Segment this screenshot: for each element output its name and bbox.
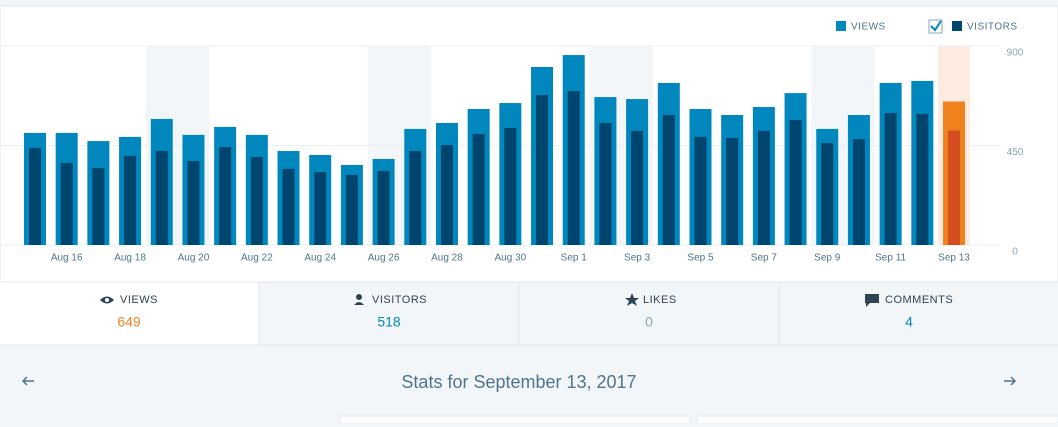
bar: [757, 130, 770, 245]
x-tick-label: Aug 22: [241, 253, 273, 264]
x-tick-label: Sep 9: [814, 253, 841, 264]
bar: [472, 134, 485, 245]
bar: [536, 95, 549, 245]
bar: [694, 136, 707, 245]
tab-label: VISITORS: [372, 294, 427, 306]
bar: [662, 114, 675, 245]
legend-swatch: [952, 21, 962, 31]
tab-value: 0: [645, 314, 653, 330]
bar: [916, 113, 929, 246]
x-tick-label: Sep 3: [624, 253, 651, 264]
x-tick-label: Aug 16: [51, 253, 83, 264]
bar: [282, 168, 295, 245]
bar: [948, 130, 961, 245]
x-tick-label: Sep 1: [561, 253, 588, 264]
prev-arrow[interactable]: [21, 376, 34, 386]
legend-label: VISITORS: [967, 22, 1018, 33]
tab-selected-bg: [0, 282, 259, 345]
tab-label: LIKES: [643, 294, 677, 306]
bar: [504, 128, 517, 245]
person-icon: [356, 294, 362, 300]
bar: [314, 172, 327, 245]
bar: [789, 120, 802, 245]
bar: [60, 162, 73, 245]
bar: [29, 147, 41, 245]
tab-value: 4: [905, 314, 913, 330]
bar: [124, 155, 137, 245]
bar: [219, 147, 232, 245]
tab-label: COMMENTS: [885, 294, 953, 306]
checkmark: [930, 20, 942, 32]
eye-pupil: [105, 298, 109, 302]
y-tick-label: 450: [1007, 147, 1024, 158]
card-edge: [696, 415, 1058, 427]
next-arrow[interactable]: [1004, 376, 1017, 386]
x-tick-label: Aug 30: [494, 253, 526, 264]
bar: [852, 139, 865, 245]
y-tick-label: 0: [1012, 247, 1018, 258]
bar: [599, 122, 612, 245]
bar: [567, 91, 580, 246]
bar: [92, 168, 105, 245]
bar: [187, 160, 200, 245]
x-tick-label: Aug 20: [178, 253, 210, 264]
x-tick-label: Sep 13: [938, 253, 970, 264]
tab[interactable]: LIKES 0: [625, 293, 677, 330]
bar: [155, 151, 168, 245]
stats-date-title: Stats for September 13, 2017: [401, 372, 636, 392]
y-tick-label: 900: [1007, 48, 1024, 59]
tab-value: 518: [377, 314, 401, 330]
card-edge: [339, 415, 691, 427]
bar: [821, 143, 834, 245]
x-tick-label: Sep 7: [751, 253, 778, 264]
bar: [884, 112, 897, 245]
star-icon: [625, 293, 639, 306]
bar: [345, 174, 358, 245]
tab-label: VIEWS: [120, 294, 158, 306]
tab-bg: [259, 282, 1058, 345]
tab-value: 649: [117, 314, 141, 330]
bar: [250, 156, 263, 245]
x-tick-label: Aug 24: [304, 253, 336, 264]
x-tick-label: Sep 11: [875, 253, 906, 264]
x-tick-label: Aug 26: [368, 253, 400, 264]
x-tick-label: Aug 18: [114, 253, 146, 264]
tab[interactable]: VIEWS 649: [100, 294, 158, 330]
x-tick-label: Sep 5: [687, 253, 714, 264]
bar: [631, 130, 644, 245]
bar: [440, 145, 453, 245]
tab[interactable]: VISITORS 518: [354, 294, 427, 330]
x-tick-label: Aug 28: [431, 253, 463, 264]
legend-swatch: [836, 21, 846, 31]
bar: [409, 151, 422, 245]
person-icon-body: [354, 302, 364, 305]
bar: [377, 170, 390, 245]
tab[interactable]: COMMENTS 4: [865, 294, 953, 330]
legend-label: VIEWS: [851, 22, 886, 33]
comment-icon: [865, 294, 879, 307]
bar: [726, 137, 739, 245]
